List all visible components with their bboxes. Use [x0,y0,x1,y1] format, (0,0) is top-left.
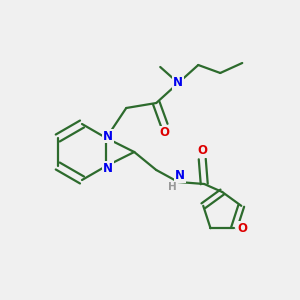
Text: N: N [103,161,113,175]
Text: O: O [159,127,169,140]
Text: N: N [103,130,113,142]
Text: O: O [197,145,207,158]
Text: H: H [168,182,177,192]
Text: N: N [173,76,183,89]
Text: N: N [175,169,185,182]
Text: O: O [237,222,247,235]
